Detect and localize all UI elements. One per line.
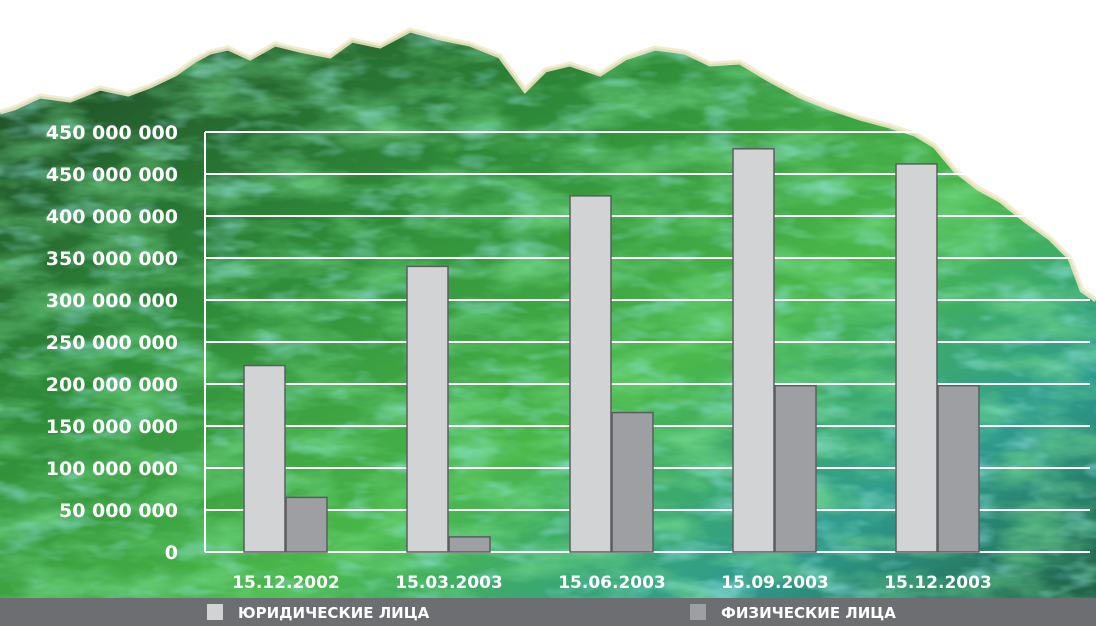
legend-band xyxy=(0,598,1096,626)
y-tick-label: 250 000 000 xyxy=(46,332,178,354)
bar-legal-entities xyxy=(732,148,775,553)
y-tick-label: 300 000 000 xyxy=(46,290,178,312)
y-tick-label: 200 000 000 xyxy=(46,374,178,396)
y-tick-label: 400 000 000 xyxy=(46,206,178,228)
y-tick-label: 450 000 000 xyxy=(46,164,178,186)
bars xyxy=(243,148,980,553)
x-tick-label: 15.12.2002 xyxy=(232,573,340,593)
legend-swatch-individuals xyxy=(690,604,706,620)
bar-individuals xyxy=(611,411,654,553)
y-tick-label: 100 000 000 xyxy=(46,458,178,480)
bar-individuals xyxy=(448,536,491,553)
legend-label-legal-entities: ЮРИДИЧЕСКИЕ ЛИЦА xyxy=(238,604,430,622)
y-tick-label: 50 000 000 xyxy=(59,500,178,522)
y-tick-label: 450 000 000 xyxy=(46,122,178,144)
x-tick-label: 15.09.2003 xyxy=(721,573,829,593)
legend: ЮРИДИЧЕСКИЕ ЛИЦА ФИЗИЧЕСКИЕ ЛИЦА xyxy=(207,604,896,622)
y-tick-label: 350 000 000 xyxy=(46,248,178,270)
bar-legal-entities xyxy=(243,364,286,553)
bar-legal-entities xyxy=(406,265,449,553)
x-tick-label: 15.06.2003 xyxy=(558,573,666,593)
x-tick-label: 15.03.2003 xyxy=(395,573,503,593)
y-tick-label: 150 000 000 xyxy=(46,416,178,438)
legend-swatch-legal-entities xyxy=(207,604,223,620)
y-axis-tick-labels: 0 50 000 000 100 000 000 150 000 000 200 000… xyxy=(46,122,178,564)
bar-individuals xyxy=(285,496,328,553)
bar-individuals xyxy=(774,384,817,553)
x-axis-tick-labels: 15.12.2002 15.03.2003 15.06.2003 15.09.2003… xyxy=(232,573,992,593)
bar-individuals xyxy=(937,384,980,553)
y-tick-label: 0 xyxy=(165,542,178,564)
bar-legal-entities xyxy=(569,195,612,553)
torn-edge-highlight xyxy=(0,27,1096,303)
x-tick-label: 15.12.2003 xyxy=(884,573,992,593)
legend-label-individuals: ФИЗИЧЕСКИЕ ЛИЦА xyxy=(721,604,896,622)
bar-legal-entities xyxy=(895,163,938,553)
